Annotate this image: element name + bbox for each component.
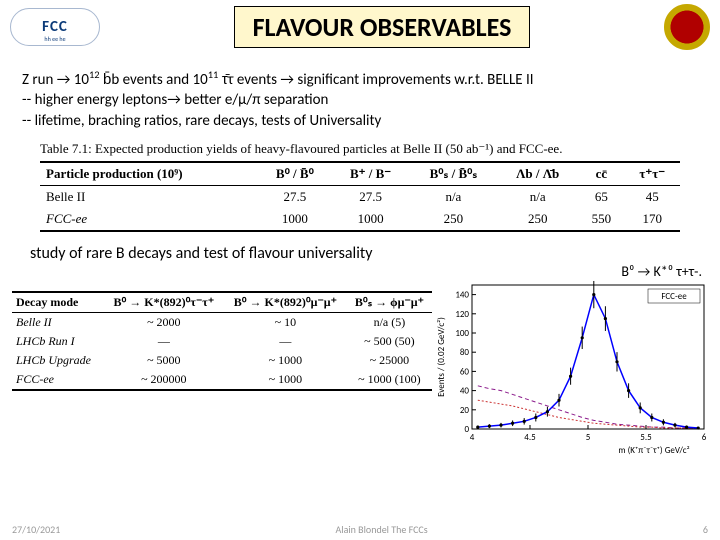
slide-footer: 27/10/2021 Alain Blondel The FCCs 6	[12, 523, 708, 536]
table2-cell: FCC-ee	[12, 370, 104, 390]
table1-cell: n/a	[410, 185, 498, 208]
table2-cell: ~ 1000 (100)	[347, 370, 432, 390]
table2-cell: —	[224, 332, 347, 351]
chart-svg: 44.555.56020406080100120140Events / (0.0…	[432, 267, 712, 457]
bullet-line-3: -- lifetime, braching ratios, rare decay…	[22, 111, 702, 131]
table1-cell: Belle II	[40, 185, 258, 208]
table2-row: FCC-ee~ 200000~ 1000~ 1000 (100)	[12, 370, 432, 390]
table2-cell: ~ 10	[224, 312, 347, 332]
svg-text:20: 20	[460, 405, 470, 416]
table2-cell: ~ 200000	[104, 370, 224, 390]
table2-header: Decay mode	[12, 292, 104, 313]
yields-table: Table 7.1: Expected production yields of…	[40, 141, 680, 232]
bullet-line-2: -- higher energy leptons→ better e/μ/π s…	[22, 90, 702, 110]
table1-cell: 27.5	[258, 185, 331, 208]
table1-grid: Particle production (10⁹)B⁰ / B̄⁰B⁺ / B⁻…	[40, 161, 680, 232]
table1-cell: FCC-ee	[40, 208, 258, 231]
bullet-line-1: Z run → 1012 b̄b events and 1011 τ̄τ eve…	[22, 68, 702, 90]
table2-header: B⁰ → K*(892)⁰τ⁻τ⁺	[104, 292, 224, 313]
table1-cell: 250	[497, 208, 578, 231]
table1-header: B⁺ / B⁻	[332, 162, 410, 186]
table2-cell: ~ 1000	[224, 370, 347, 390]
svg-text:120: 120	[455, 309, 469, 320]
table1-cell: 27.5	[332, 185, 410, 208]
table2-cell: ~ 2000	[104, 312, 224, 332]
table1-cell: 1000	[332, 208, 410, 231]
fcc-logo-subtext: hh ee he	[44, 35, 65, 43]
svg-text:5: 5	[586, 432, 591, 443]
b1-c: τ̄τ events → significant improvements w.…	[218, 71, 533, 89]
table1-cell: 550	[578, 208, 624, 231]
svg-text:FCC-ee: FCC-ee	[661, 291, 687, 302]
b1-a: Z run → 10	[22, 71, 89, 89]
crest-logo	[664, 4, 710, 50]
bullet-block: Z run → 1012 b̄b events and 1011 τ̄τ eve…	[0, 50, 720, 137]
study-line: study of rare B decays and test of flavo…	[0, 234, 720, 267]
table2-header: B⁰ₛ → ϕμ⁻μ⁺	[347, 292, 432, 313]
table1-header: τ⁺τ⁻	[625, 162, 680, 186]
table2-cell: LHCb Upgrade	[12, 351, 104, 370]
svg-text:4.5: 4.5	[524, 432, 536, 443]
table1-row: FCC-ee10001000250250550170	[40, 208, 680, 231]
table2-cell: Belle II	[12, 312, 104, 332]
invariant-mass-chart: B⁰ → K*⁰ τ+τ-. 44.555.560204060801001201…	[432, 267, 712, 457]
svg-text:5.5: 5.5	[640, 432, 652, 443]
svg-text:6: 6	[702, 432, 707, 443]
table2-row: Belle II~ 2000~ 10n/a (5)	[12, 312, 432, 332]
slide-title: FLAVOUR OBSERVABLES	[234, 6, 531, 48]
table2-cell: n/a (5)	[347, 312, 432, 332]
table1-header: B⁰ₛ / B̄⁰ₛ	[410, 162, 498, 186]
table1-caption: Table 7.1: Expected production yields of…	[40, 141, 680, 157]
fcc-logo-text: FCC	[42, 18, 68, 36]
table2-cell: LHCb Run I	[12, 332, 104, 351]
table2-header: B⁰ → K*(892)⁰μ⁻μ⁺	[224, 292, 347, 313]
svg-text:4: 4	[470, 432, 475, 443]
table1-cell: 1000	[258, 208, 331, 231]
b1-b: b̄b events and 10	[100, 71, 208, 89]
svg-text:80: 80	[460, 347, 470, 358]
fcc-logo: FCC hh ee he	[10, 8, 100, 46]
footer-date: 27/10/2021	[12, 523, 60, 536]
svg-text:100: 100	[455, 328, 469, 339]
table1-cell: 45	[625, 185, 680, 208]
table2-cell: ~ 25000	[347, 351, 432, 370]
svg-text:60: 60	[460, 366, 470, 377]
table1-header: B⁰ / B̄⁰	[258, 162, 331, 186]
decay-label: B⁰ → K*⁰ τ+τ-.	[621, 263, 702, 280]
footer-page: 6	[703, 523, 708, 536]
b1-e1: 12	[89, 68, 100, 81]
decay-table: Decay modeB⁰ → K*(892)⁰τ⁻τ⁺B⁰ → K*(892)⁰…	[12, 291, 432, 457]
table2-grid: Decay modeB⁰ → K*(892)⁰τ⁻τ⁺B⁰ → K*(892)⁰…	[12, 291, 432, 391]
svg-text:m (K⁺π⁻τ⁻τ⁺) GeV/c²: m (K⁺π⁻τ⁻τ⁺) GeV/c²	[618, 445, 689, 456]
table1-header: Λb / Λ̄b	[497, 162, 578, 186]
table1-cell: 250	[410, 208, 498, 231]
table2-cell: ~ 5000	[104, 351, 224, 370]
table1-cell: n/a	[497, 185, 578, 208]
svg-text:Events / (0.02 GeV/c²): Events / (0.02 GeV/c²)	[436, 317, 447, 397]
b1-e2: 11	[208, 68, 219, 81]
svg-text:0: 0	[464, 424, 469, 435]
table2-row: LHCb Run I——~ 500 (50)	[12, 332, 432, 351]
table2-cell: ~ 1000	[224, 351, 347, 370]
svg-text:40: 40	[460, 385, 470, 396]
table2-cell: ~ 500 (50)	[347, 332, 432, 351]
table2-cell: —	[104, 332, 224, 351]
table1-header: cc̄	[578, 162, 624, 186]
table1-header: Particle production (10⁹)	[40, 162, 258, 186]
table1-cell: 170	[625, 208, 680, 231]
table2-row: LHCb Upgrade~ 5000~ 1000~ 25000	[12, 351, 432, 370]
table1-row: Belle II27.527.5n/an/a6545	[40, 185, 680, 208]
footer-center: Alain Blondel The FCCs	[336, 523, 428, 536]
table1-cell: 65	[578, 185, 624, 208]
svg-text:140: 140	[455, 289, 469, 300]
